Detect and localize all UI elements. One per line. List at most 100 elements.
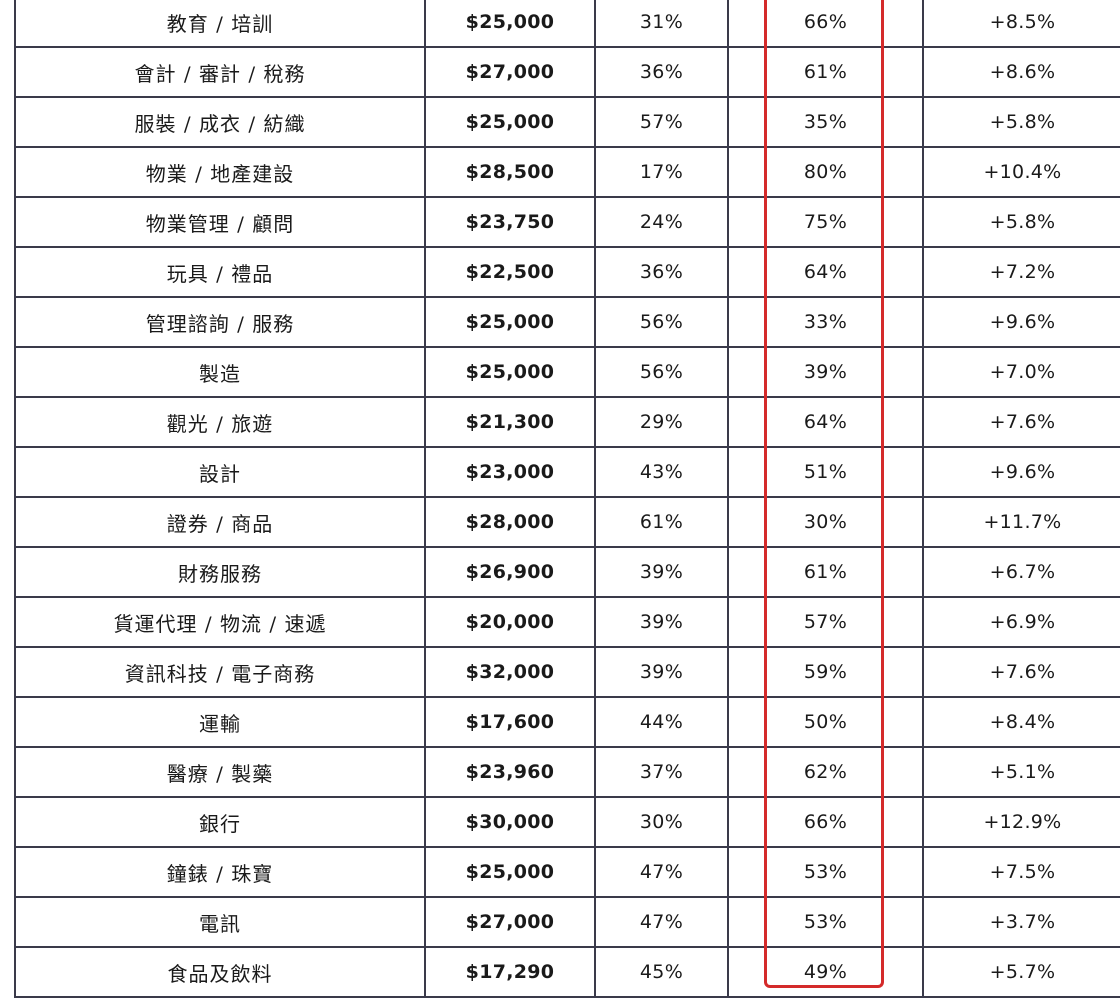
change-cell: +9.6% <box>922 297 1120 348</box>
industry-cell: 銀行 <box>14 797 425 848</box>
salary-cell: $25,000 <box>424 347 595 398</box>
table-row: 貨運代理 / 物流 / 速遞 $20,000 39% 57% +6.9% <box>14 597 1120 648</box>
change-cell: +5.1% <box>922 747 1120 798</box>
change-cell: +7.2% <box>922 247 1120 298</box>
percent-a-cell: 56% <box>594 347 728 398</box>
percent-a-cell: 47% <box>594 847 728 898</box>
change-cell: +7.6% <box>922 397 1120 448</box>
change-cell: +5.7% <box>922 947 1120 998</box>
salary-cell: $27,000 <box>424 897 595 948</box>
change-cell: +7.6% <box>922 647 1120 698</box>
industry-cell: 物業 / 地產建設 <box>14 147 425 198</box>
table-row: 物業 / 地產建設 $28,500 17% 80% +10.4% <box>14 147 1120 198</box>
percent-a-cell: 30% <box>594 797 728 848</box>
percent-a-cell: 37% <box>594 747 728 798</box>
table-row: 銀行 $30,000 30% 66% +12.9% <box>14 797 1120 848</box>
salary-cell: $23,960 <box>424 747 595 798</box>
percent-a-cell: 44% <box>594 697 728 748</box>
table-row: 資訊科技 / 電子商務 $32,000 39% 59% +7.6% <box>14 647 1120 698</box>
industry-cell: 製造 <box>14 347 425 398</box>
industry-cell: 物業管理 / 顧問 <box>14 197 425 248</box>
percent-a-cell: 57% <box>594 97 728 148</box>
table-row: 管理諮詢 / 服務 $25,000 56% 33% +9.6% <box>14 297 1120 348</box>
percent-b-cell: 66% <box>727 797 923 848</box>
salary-cell: $23,000 <box>424 447 595 498</box>
table-row: 會計 / 審計 / 稅務 $27,000 36% 61% +8.6% <box>14 47 1120 98</box>
change-cell: +9.6% <box>922 447 1120 498</box>
change-cell: +12.9% <box>922 797 1120 848</box>
table-row: 教育 / 培訓 $25,000 31% 66% +8.5% <box>14 0 1120 48</box>
percent-b-cell: 57% <box>727 597 923 648</box>
percent-a-cell: 31% <box>594 0 728 48</box>
percent-b-cell: 53% <box>727 847 923 898</box>
salary-cell: $22,500 <box>424 247 595 298</box>
table-row: 玩具 / 禮品 $22,500 36% 64% +7.2% <box>14 247 1120 298</box>
change-cell: +6.9% <box>922 597 1120 648</box>
salary-cell: $20,000 <box>424 597 595 648</box>
percent-b-cell: 35% <box>727 97 923 148</box>
table-row: 財務服務 $26,900 39% 61% +6.7% <box>14 547 1120 598</box>
change-cell: +8.5% <box>922 0 1120 48</box>
table-row: 製造 $25,000 56% 39% +7.0% <box>14 347 1120 398</box>
change-cell: +5.8% <box>922 197 1120 248</box>
change-cell: +3.7% <box>922 897 1120 948</box>
salary-cell: $25,000 <box>424 97 595 148</box>
percent-b-cell: 49% <box>727 947 923 998</box>
change-cell: +6.7% <box>922 547 1120 598</box>
percent-a-cell: 39% <box>594 597 728 648</box>
table-row: 醫療 / 製藥 $23,960 37% 62% +5.1% <box>14 747 1120 798</box>
table-row: 證券 / 商品 $28,000 61% 30% +11.7% <box>14 497 1120 548</box>
industry-cell: 運輸 <box>14 697 425 748</box>
salary-cell: $21,300 <box>424 397 595 448</box>
industry-cell: 資訊科技 / 電子商務 <box>14 647 425 698</box>
table-row: 觀光 / 旅遊 $21,300 29% 64% +7.6% <box>14 397 1120 448</box>
industry-cell: 設計 <box>14 447 425 498</box>
percent-a-cell: 56% <box>594 297 728 348</box>
change-cell: +8.4% <box>922 697 1120 748</box>
percent-b-cell: 75% <box>727 197 923 248</box>
industry-cell: 觀光 / 旅遊 <box>14 397 425 448</box>
industry-cell: 證券 / 商品 <box>14 497 425 548</box>
table-row: 設計 $23,000 43% 51% +9.6% <box>14 447 1120 498</box>
percent-b-cell: 33% <box>727 297 923 348</box>
percent-b-cell: 59% <box>727 647 923 698</box>
industry-salary-table: 教育 / 培訓 $25,000 31% 66% +8.5% 會計 / 審計 / 稅務 $27… <box>14 0 1120 998</box>
salary-cell: $26,900 <box>424 547 595 598</box>
percent-b-cell: 50% <box>727 697 923 748</box>
change-cell: +7.5% <box>922 847 1120 898</box>
percent-b-cell: 30% <box>727 497 923 548</box>
percent-a-cell: 43% <box>594 447 728 498</box>
percent-a-cell: 29% <box>594 397 728 448</box>
change-cell: +8.6% <box>922 47 1120 98</box>
percent-b-cell: 61% <box>727 547 923 598</box>
percent-a-cell: 39% <box>594 547 728 598</box>
percent-b-cell: 66% <box>727 0 923 48</box>
percent-a-cell: 17% <box>594 147 728 198</box>
percent-b-cell: 39% <box>727 347 923 398</box>
percent-b-cell: 62% <box>727 747 923 798</box>
industry-cell: 食品及飲料 <box>14 947 425 998</box>
table-body: 教育 / 培訓 $25,000 31% 66% +8.5% 會計 / 審計 / 稅務 $27… <box>14 0 1120 998</box>
salary-cell: $25,000 <box>424 0 595 48</box>
table-row: 運輸 $17,600 44% 50% +8.4% <box>14 697 1120 748</box>
percent-a-cell: 61% <box>594 497 728 548</box>
table-row: 食品及飲料 $17,290 45% 49% +5.7% <box>14 947 1120 998</box>
percent-b-cell: 53% <box>727 897 923 948</box>
industry-cell: 管理諮詢 / 服務 <box>14 297 425 348</box>
industry-cell: 鐘錶 / 珠寶 <box>14 847 425 898</box>
percent-a-cell: 24% <box>594 197 728 248</box>
industry-cell: 玩具 / 禮品 <box>14 247 425 298</box>
industry-cell: 會計 / 審計 / 稅務 <box>14 47 425 98</box>
percent-a-cell: 36% <box>594 47 728 98</box>
percent-a-cell: 47% <box>594 897 728 948</box>
percent-a-cell: 39% <box>594 647 728 698</box>
table-row: 服裝 / 成衣 / 紡織 $25,000 57% 35% +5.8% <box>14 97 1120 148</box>
percent-a-cell: 36% <box>594 247 728 298</box>
industry-cell: 電訊 <box>14 897 425 948</box>
table-row: 鐘錶 / 珠寶 $25,000 47% 53% +7.5% <box>14 847 1120 898</box>
percent-b-cell: 80% <box>727 147 923 198</box>
change-cell: +7.0% <box>922 347 1120 398</box>
percent-a-cell: 45% <box>594 947 728 998</box>
salary-cell: $27,000 <box>424 47 595 98</box>
